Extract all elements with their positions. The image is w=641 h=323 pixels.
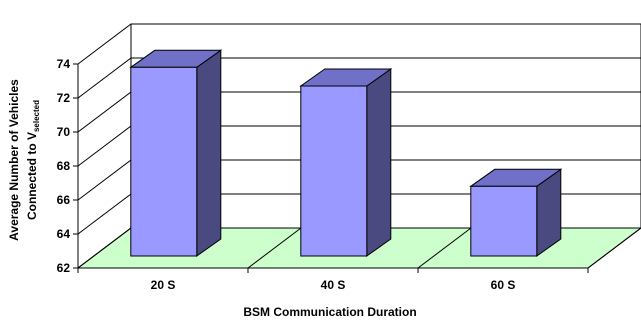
y-tick-label: 64 — [57, 227, 71, 241]
y-tick-label: 62 — [57, 261, 71, 275]
y-tick-label: 66 — [57, 193, 71, 207]
bar-60s — [469, 168, 563, 257]
y-axis-title: Average Number of Vehicles Connected to … — [7, 79, 41, 241]
y-tick-labels: 62 64 66 68 70 72 74 — [57, 57, 71, 275]
y-axis-title-line1: Average Number of Vehicles — [7, 79, 21, 241]
y-tick-label: 72 — [57, 91, 71, 105]
bar-front — [130, 66, 198, 257]
x-axis-title: BSM Communication Duration — [243, 305, 416, 319]
bar-front — [300, 85, 368, 257]
y-tick-label: 70 — [57, 125, 71, 139]
bar-40s — [299, 68, 393, 257]
gridline-side-66 — [77, 159, 132, 201]
floor-divider — [247, 227, 302, 269]
floor-divider — [77, 227, 132, 269]
bar-side — [196, 49, 222, 257]
floor-divider — [587, 227, 641, 269]
gridline-side-70 — [77, 91, 132, 133]
x-tick-labels: 20 S 40 S 60 S — [151, 278, 516, 292]
x-tick-label: 20 S — [151, 278, 176, 292]
gridline-side-74 — [77, 23, 132, 65]
gridline-side-68 — [77, 125, 132, 167]
bar-side — [366, 68, 392, 257]
y-axis-title-line2: Connected to Vselected — [25, 100, 41, 220]
floor-divider — [417, 227, 472, 269]
gridline-side-72 — [77, 57, 132, 99]
y-tick-label: 68 — [57, 159, 71, 173]
x-tick-label: 40 S — [321, 278, 346, 292]
y-tick-label: 74 — [57, 57, 71, 71]
bars — [129, 49, 563, 257]
gridline-side-64 — [77, 193, 132, 235]
bar-front — [470, 185, 538, 257]
x-tick-label: 60 S — [491, 278, 516, 292]
bar-20s — [129, 49, 223, 257]
